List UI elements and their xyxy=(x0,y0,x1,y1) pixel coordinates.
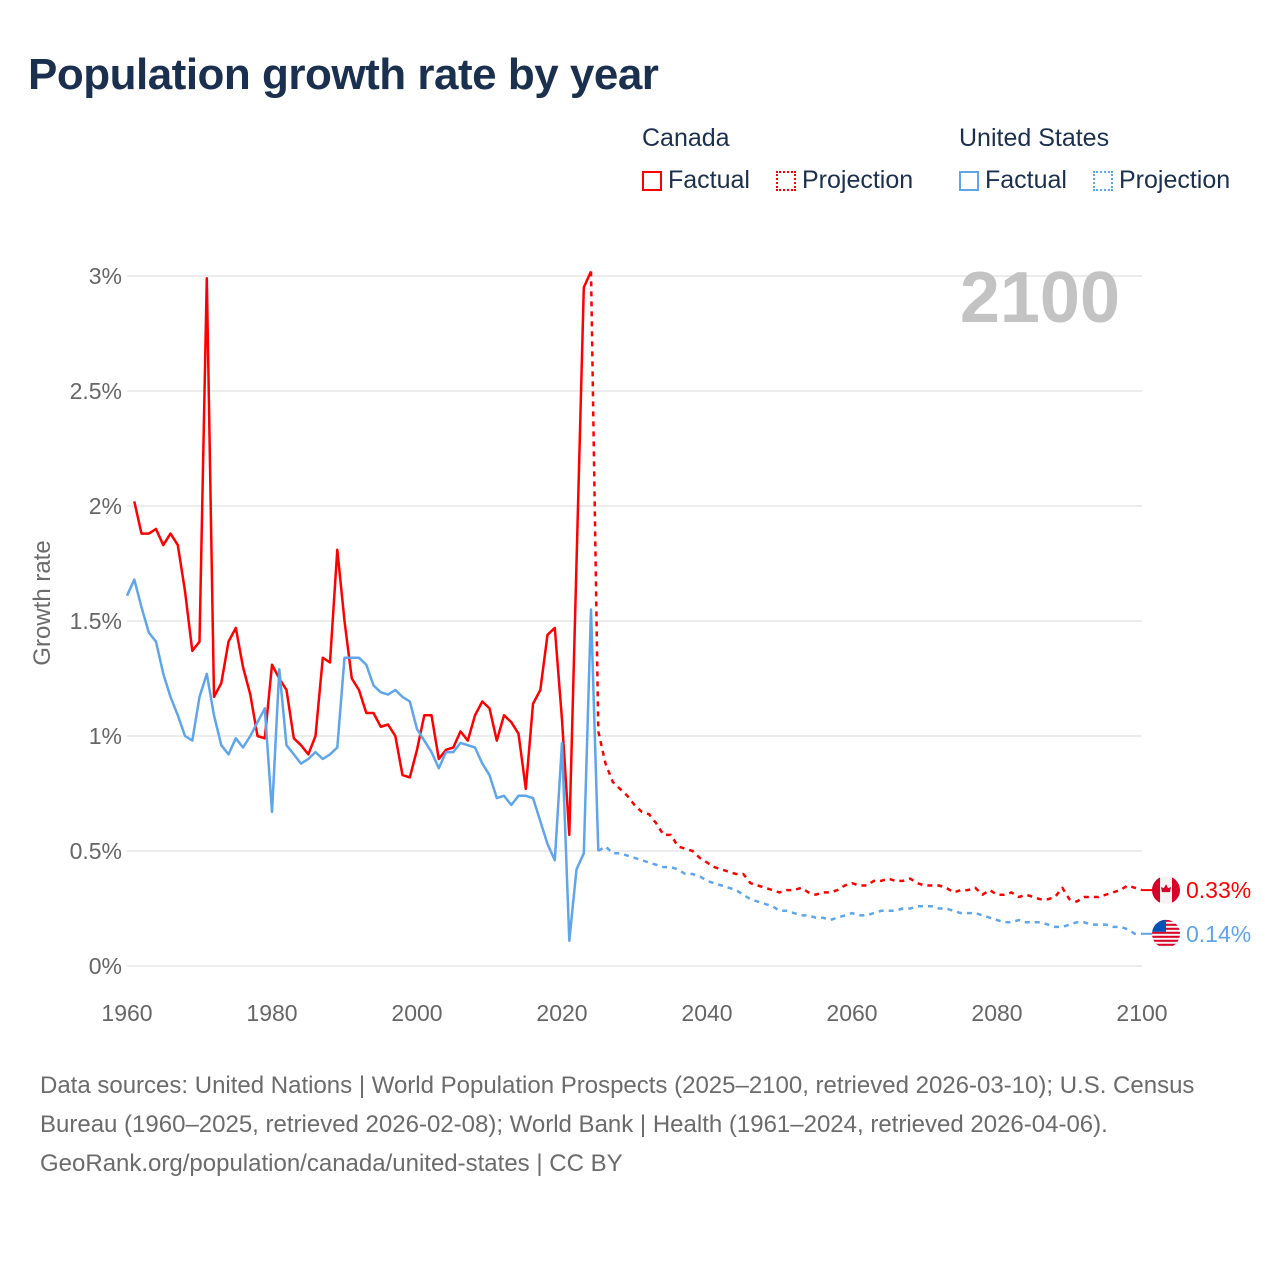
x-tick-label: 2040 xyxy=(681,1000,732,1026)
x-tick-label: 2100 xyxy=(1116,1000,1167,1026)
y-tick-label: 0% xyxy=(89,953,122,979)
legend-canada-projection[interactable]: Projection xyxy=(776,166,913,195)
canada-flag-icon xyxy=(1152,876,1180,905)
year-overlay: 2100 xyxy=(960,258,1120,338)
credit-link[interactable]: GeoRank.org/population/canada/united-sta… xyxy=(40,1150,623,1177)
y-tick-label: 2% xyxy=(89,493,122,519)
legend-swatch-solid-icon xyxy=(959,170,979,191)
x-tick-label: 2000 xyxy=(391,1000,442,1026)
x-tick-label: 2060 xyxy=(826,1000,877,1026)
canada-factual-line xyxy=(133,270,593,837)
united-states-factual-line xyxy=(125,578,600,942)
legend-us-factual[interactable]: Factual xyxy=(959,166,1067,195)
united-states-projection-line xyxy=(597,845,1142,936)
legend-group-united-states: United States xyxy=(959,124,1110,152)
legend-swatch-dotted-icon xyxy=(1093,170,1113,191)
page-title: Population growth rate by year xyxy=(28,50,659,99)
y-tick-label: 2.5% xyxy=(70,378,122,404)
data-sources: Data sources: United Nations | World Pop… xyxy=(40,1072,1195,1138)
legend-canada-factual[interactable]: Factual xyxy=(642,166,750,195)
x-tick-label: 1960 xyxy=(101,1000,152,1026)
y-axis-label: Growth rate xyxy=(29,540,56,665)
canada-projection-line xyxy=(589,271,1143,903)
end-value-label: 0.33% xyxy=(1186,877,1251,903)
us-flag-icon xyxy=(1152,919,1180,948)
footer: Data sources: United Nations | World Pop… xyxy=(40,1066,1230,1183)
legend-group-canada: Canada xyxy=(642,124,730,152)
legend-us-projection[interactable]: Projection xyxy=(1093,166,1230,195)
legend-swatch-solid-icon xyxy=(642,170,662,191)
legend-label: Projection xyxy=(802,166,914,194)
legend-label: Projection xyxy=(1119,166,1231,194)
line-chart: 0% 0.5% 1% 1.5% 2% 2.5% 3% 1960 1980 2000 2020 2040… xyxy=(29,258,1251,1026)
legend-swatch-dotted-icon xyxy=(776,170,796,191)
x-tick-label: 1980 xyxy=(246,1000,297,1026)
y-tick-label: 1% xyxy=(89,723,122,749)
y-tick-label: 3% xyxy=(89,263,122,289)
x-tick-label: 2020 xyxy=(536,1000,587,1026)
y-tick-label: 1.5% xyxy=(70,608,122,634)
end-value-label: 0.14% xyxy=(1186,921,1251,947)
legend-label: Factual xyxy=(985,166,1067,194)
y-tick-label: 0.5% xyxy=(70,838,122,864)
legend-label: Factual xyxy=(668,166,750,194)
x-tick-label: 2080 xyxy=(971,1000,1022,1026)
